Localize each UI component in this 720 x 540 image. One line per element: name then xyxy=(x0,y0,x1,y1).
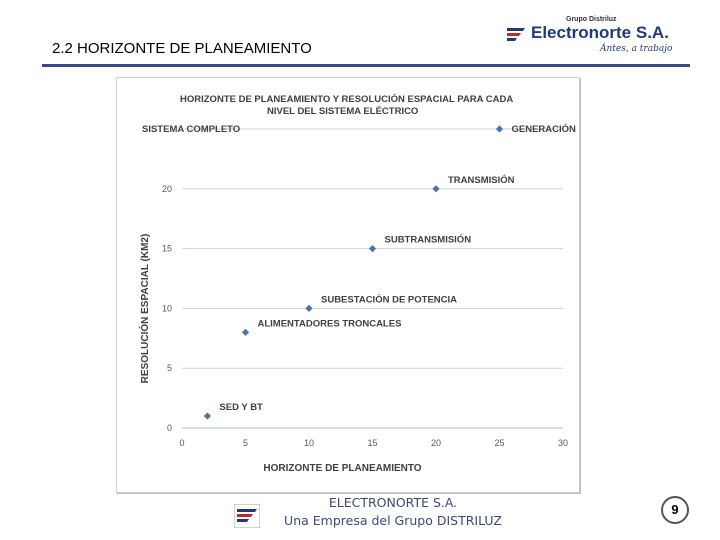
brand-tagline: Ántes, a trabajo xyxy=(600,44,673,54)
chart-title-line1: HORIZONTE DE PLANEAMIENTO Y RESOLUCIÓN E… xyxy=(180,93,513,105)
data-label: SED Y BT xyxy=(219,402,263,413)
electronorte-logo-icon xyxy=(505,25,527,43)
data-label: TRANSMISIÓN xyxy=(448,174,515,186)
distriluz-logo-icon xyxy=(234,504,260,528)
x-tick-label: 30 xyxy=(558,438,568,448)
data-label: ALIMENTADORES TRONCALES xyxy=(258,318,402,329)
y-tick-label: 0 xyxy=(167,423,172,433)
brand-group-name: Grupo Distriluz xyxy=(566,16,617,23)
y-tick-label: 10 xyxy=(162,303,172,313)
title-divider xyxy=(42,64,690,67)
top-category-label: SISTEMA COMPLETO xyxy=(142,124,240,135)
x-tick-label: 25 xyxy=(494,438,504,448)
data-point xyxy=(432,185,440,193)
x-tick-label: 10 xyxy=(304,438,314,448)
scatter-chart: HORIZONTE DE PLANEAMIENTO Y RESOLUCIÓN E… xyxy=(138,93,577,474)
page-number: 9 xyxy=(661,496,689,524)
chart-title-line2: NIVEL DEL SISTEMA ELÉCTRICO xyxy=(267,106,418,117)
footer-group: Una Empresa del Grupo DISTRILUZ xyxy=(284,513,502,528)
brand-name: Electronorte S.A. xyxy=(531,23,669,42)
x-tick-label: 15 xyxy=(367,438,377,448)
y-tick-label: 15 xyxy=(162,244,172,254)
slide-title: 2.2 HORIZONTE DE PLANEAMIENTO xyxy=(52,40,312,57)
data-point xyxy=(495,125,504,133)
y-tick-label: 20 xyxy=(162,184,172,194)
data-point xyxy=(368,245,377,253)
footer: ELECTRONORTE S.A. Una Empresa del Grupo … xyxy=(270,494,516,530)
data-label: SUBTRANSMISIÓN xyxy=(385,234,472,246)
x-tick-label: 20 xyxy=(431,438,441,448)
data-point xyxy=(203,412,211,420)
x-tick-label: 0 xyxy=(179,438,184,448)
data-label: SUBESTACIÓN DE POTENCIA xyxy=(321,293,457,305)
y-axis-label: RESOLUCIÓN ESPACIAL (KM2) xyxy=(138,234,151,384)
x-axis-label: HORIZONTE DE PLANEAMIENTO xyxy=(263,463,421,474)
x-tick-label: 5 xyxy=(243,438,248,448)
y-tick-label: 5 xyxy=(167,363,172,373)
footer-company: ELECTRONORTE S.A. xyxy=(328,495,458,510)
data-point xyxy=(241,328,250,336)
brand-header: Grupo Distriluz Electronorte S.A. Ántes,… xyxy=(500,16,690,60)
data-label: GENERACIÓN xyxy=(512,123,577,135)
data-point xyxy=(305,304,313,312)
chart-frame: HORIZONTE DE PLANEAMIENTO Y RESOLUCIÓN E… xyxy=(116,77,580,493)
